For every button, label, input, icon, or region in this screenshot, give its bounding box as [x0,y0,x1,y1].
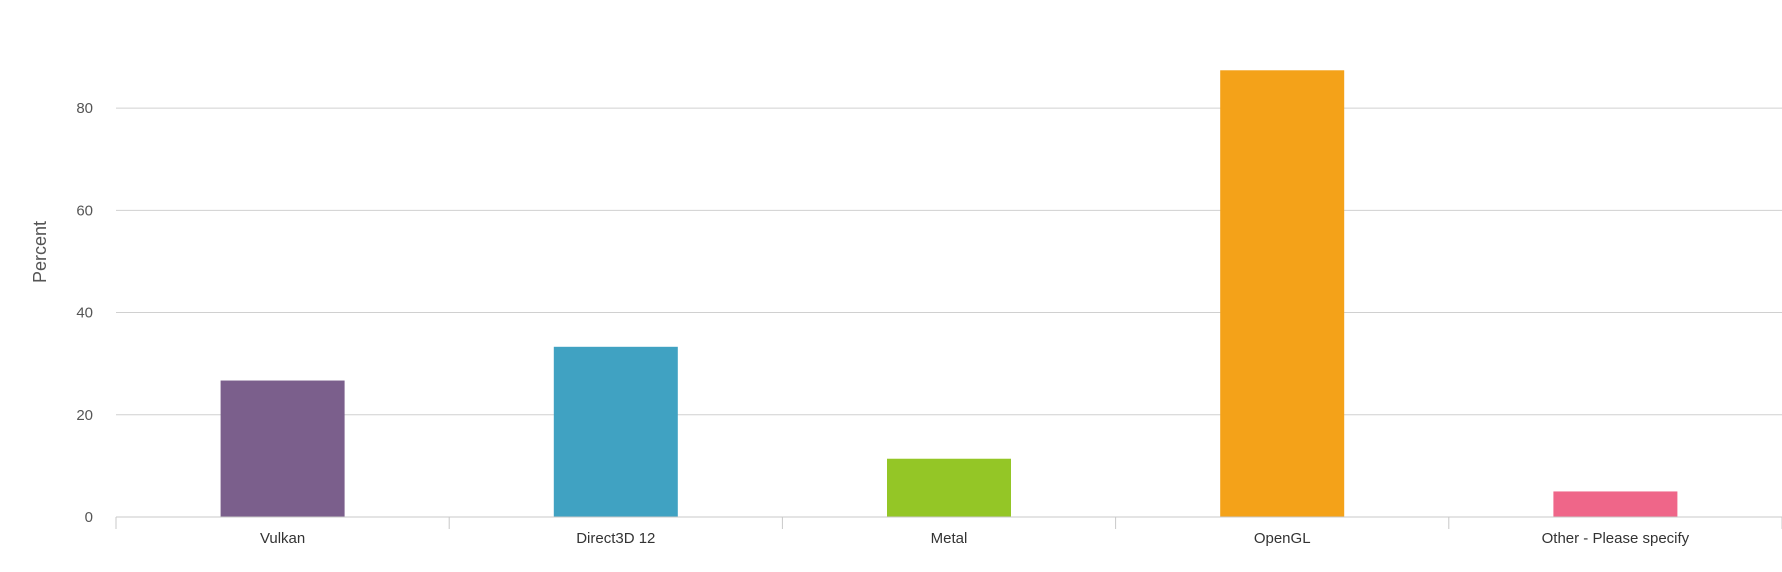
y-tick-label-80: 80 [76,100,93,117]
y-tick-label-40: 40 [76,305,93,322]
bar-other-please-specify[interactable] [1553,491,1678,517]
x-axis-tick-labels: Vulkan Direct3D 12 Metal OpenGL Other - Plea… [260,530,1690,547]
x-axis [115,516,1782,529]
y-axis-tick-labels: 0 20 40 60 80 [76,100,93,526]
gridlines [116,107,1782,416]
x-tick-label: Direct3D 12 [576,530,655,547]
bars [220,70,1678,518]
bar-opengl[interactable] [1220,70,1345,518]
x-tick-label: Other - Please specify [1542,530,1690,547]
bar-vulkan[interactable] [220,380,345,517]
x-tick-label: Vulkan [260,530,305,547]
bar-direct3d-12[interactable] [553,346,678,517]
bar-metal[interactable] [887,458,1011,517]
y-axis-title: Percent [30,221,50,283]
x-tick-label: OpenGL [1254,530,1311,547]
y-tick-label-20: 20 [76,407,93,424]
y-tick-label-0: 0 [85,509,93,526]
y-tick-label-60: 60 [76,202,93,219]
x-tick-label: Metal [931,530,968,547]
